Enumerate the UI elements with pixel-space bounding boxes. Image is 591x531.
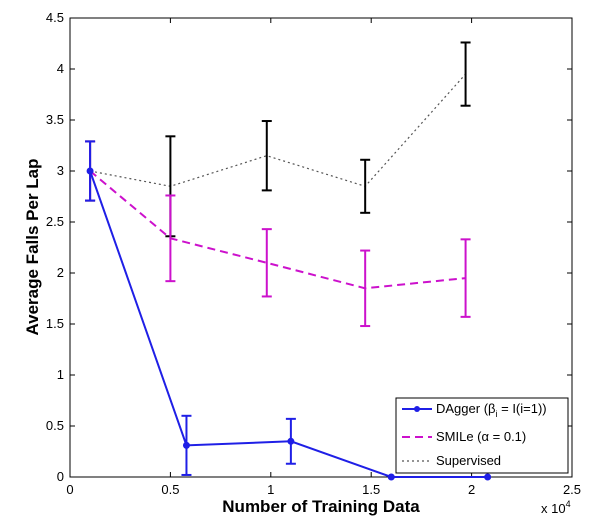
x-tick-label: 2.5 [563, 482, 581, 497]
x-tick-label: 1.5 [362, 482, 380, 497]
y-tick-label: 3 [57, 163, 64, 178]
legend-label-1: SMILe (α = 0.1) [436, 429, 526, 444]
y-axis-ticks: 0 0.5 1 1.5 2 2.5 3 3.5 4 4.5 [46, 10, 572, 484]
y-tick-label: 0.5 [46, 418, 64, 433]
data-point [287, 437, 295, 445]
data-point [86, 167, 94, 175]
y-axis-label: Average Falls Per Lap [23, 158, 42, 335]
y-tick-label: 2 [57, 265, 64, 280]
y-tick-label: 1 [57, 367, 64, 382]
legend-label-0: DAgger (βi = I(i=1)) [436, 401, 547, 419]
x-multiplier-exponent: 4 [566, 499, 571, 509]
legend-marker-0 [414, 406, 420, 412]
legend-box [395, 397, 569, 474]
legend-label-rest: = I(i=1)) [498, 401, 547, 416]
legend-label-main: Supervised [436, 453, 501, 468]
legend: DAgger (βi = I(i=1)) SMILe (α = 0.1) Super… [395, 397, 569, 474]
legend-label-2: Supervised [436, 453, 501, 468]
y-tick-label: 0 [57, 469, 64, 484]
data-point [484, 473, 492, 481]
x-axis-ticks: 0 0.5 1 1.5 2 2.5 [66, 18, 581, 497]
x-multiplier-base: x 10 [541, 501, 566, 516]
y-tick-label: 2.5 [46, 214, 64, 229]
x-axis-multiplier: x 104 [541, 499, 571, 516]
series-line [89, 73, 467, 187]
data-point [387, 473, 395, 481]
y-tick-label: 3.5 [46, 112, 64, 127]
legend-label-subscript: i [496, 409, 498, 419]
series-line [89, 170, 466, 290]
series-layer [85, 41, 492, 481]
legend-label-main: DAgger (β [436, 401, 496, 416]
y-tick-label: 1.5 [46, 316, 64, 331]
x-tick-label: 0.5 [161, 482, 179, 497]
legend-label-main: SMILe (α = 0.1) [436, 429, 526, 444]
y-tick-label: 4 [57, 61, 64, 76]
x-tick-label: 1 [267, 482, 274, 497]
x-tick-label: 0 [66, 482, 73, 497]
x-tick-label: 2 [468, 482, 475, 497]
data-point [182, 441, 190, 449]
series-0 [85, 140, 492, 481]
y-tick-label: 4.5 [46, 10, 64, 25]
x-axis-label: Number of Training Data [222, 497, 420, 516]
